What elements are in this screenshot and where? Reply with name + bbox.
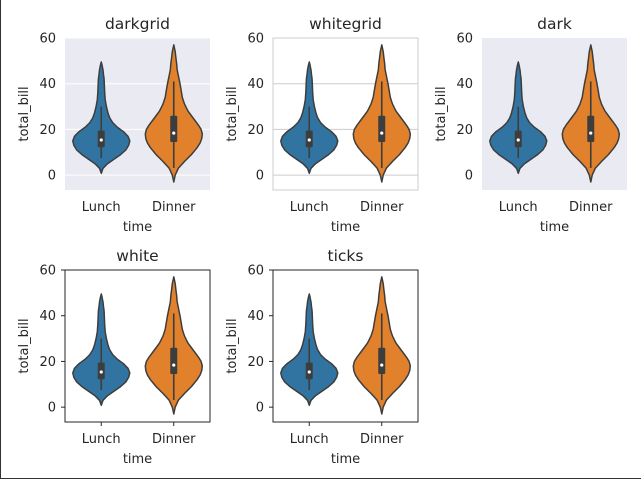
violin-median-dot (99, 138, 103, 142)
panel-title: whitegrid (309, 15, 382, 33)
x-axis-label: time (331, 220, 360, 235)
panel-title: dark (537, 15, 572, 33)
x-tick-label: Lunch (499, 200, 538, 215)
violin-median-dot (307, 370, 311, 374)
y-tick-label: 60 (247, 264, 264, 279)
x-tick-label: Dinner (360, 200, 404, 215)
y-tick-label: 20 (247, 123, 264, 138)
axes-frame (272, 37, 419, 191)
y-axis-label: total_bill (17, 86, 32, 141)
y-tick-label: 40 (247, 77, 264, 92)
y-tick-label: 20 (39, 123, 56, 138)
y-tick-label: 60 (456, 32, 473, 47)
y-tick-label: 60 (247, 32, 264, 47)
violin-median-dot (380, 363, 384, 367)
violin-iqr-box (170, 115, 178, 142)
y-axis-label: total_bill (225, 318, 240, 373)
violin-iqr-box (378, 347, 386, 374)
violin-iqr-box (587, 115, 595, 142)
panel-title: white (116, 247, 158, 265)
y-tick-label: 0 (256, 401, 264, 416)
y-tick-label: 60 (39, 32, 56, 47)
violin-median-dot (516, 138, 520, 142)
y-tick-label: 0 (48, 169, 56, 184)
y-tick-label: 0 (256, 169, 264, 184)
y-tick-label: 40 (456, 77, 473, 92)
y-tick-label: 40 (39, 309, 56, 324)
x-axis-label: time (123, 452, 152, 467)
axes-frame (272, 269, 419, 423)
panel-title: darkgrid (105, 15, 170, 33)
violin-median-dot (172, 131, 176, 135)
y-tick-label: 20 (39, 355, 56, 370)
y-tick-label: 40 (39, 77, 56, 92)
panel-title: ticks (328, 247, 364, 265)
y-axis-label: total_bill (434, 86, 449, 141)
y-tick-label: 40 (247, 309, 264, 324)
x-tick-label: Dinner (152, 432, 196, 447)
x-axis-label: time (123, 220, 152, 235)
x-tick-label: Dinner (360, 432, 404, 447)
axes-frame (64, 269, 211, 423)
x-axis-label: time (540, 220, 569, 235)
y-tick-label: 0 (465, 169, 473, 184)
violin-median-dot (380, 131, 384, 135)
y-tick-label: 20 (456, 123, 473, 138)
y-tick-label: 0 (48, 401, 56, 416)
y-axis-label: total_bill (17, 318, 32, 373)
y-axis-label: total_bill (225, 86, 240, 141)
y-tick-label: 20 (247, 355, 264, 370)
y-tick-label: 60 (39, 264, 56, 279)
x-tick-label: Dinner (569, 200, 613, 215)
violin-median-dot (307, 138, 311, 142)
x-tick-label: Lunch (82, 432, 121, 447)
x-tick-label: Lunch (290, 432, 329, 447)
x-axis-label: time (331, 452, 360, 467)
x-tick-label: Lunch (82, 200, 121, 215)
violin-median-dot (99, 370, 103, 374)
violin-iqr-box (378, 115, 386, 142)
violin-median-dot (172, 363, 176, 367)
violin-median-dot (589, 131, 593, 135)
x-tick-label: Lunch (290, 200, 329, 215)
x-tick-label: Dinner (152, 200, 196, 215)
violin-iqr-box (170, 347, 178, 374)
